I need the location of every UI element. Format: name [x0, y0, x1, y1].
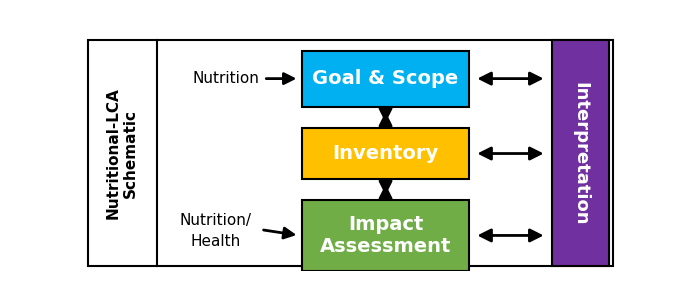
- Text: Inventory: Inventory: [332, 144, 438, 163]
- Text: Nutritional-LCA
Schematic: Nutritional-LCA Schematic: [105, 88, 138, 219]
- Text: Health: Health: [190, 234, 241, 249]
- Text: Impact
Assessment: Impact Assessment: [320, 215, 451, 256]
- Text: Nutrition: Nutrition: [193, 71, 260, 86]
- FancyBboxPatch shape: [551, 40, 608, 266]
- FancyBboxPatch shape: [302, 200, 469, 271]
- Text: Nutrition/: Nutrition/: [179, 213, 251, 228]
- FancyBboxPatch shape: [88, 40, 613, 266]
- Text: Interpretation: Interpretation: [571, 82, 589, 225]
- Text: Goal & Scope: Goal & Scope: [312, 69, 459, 88]
- FancyBboxPatch shape: [302, 50, 469, 107]
- FancyBboxPatch shape: [302, 128, 469, 179]
